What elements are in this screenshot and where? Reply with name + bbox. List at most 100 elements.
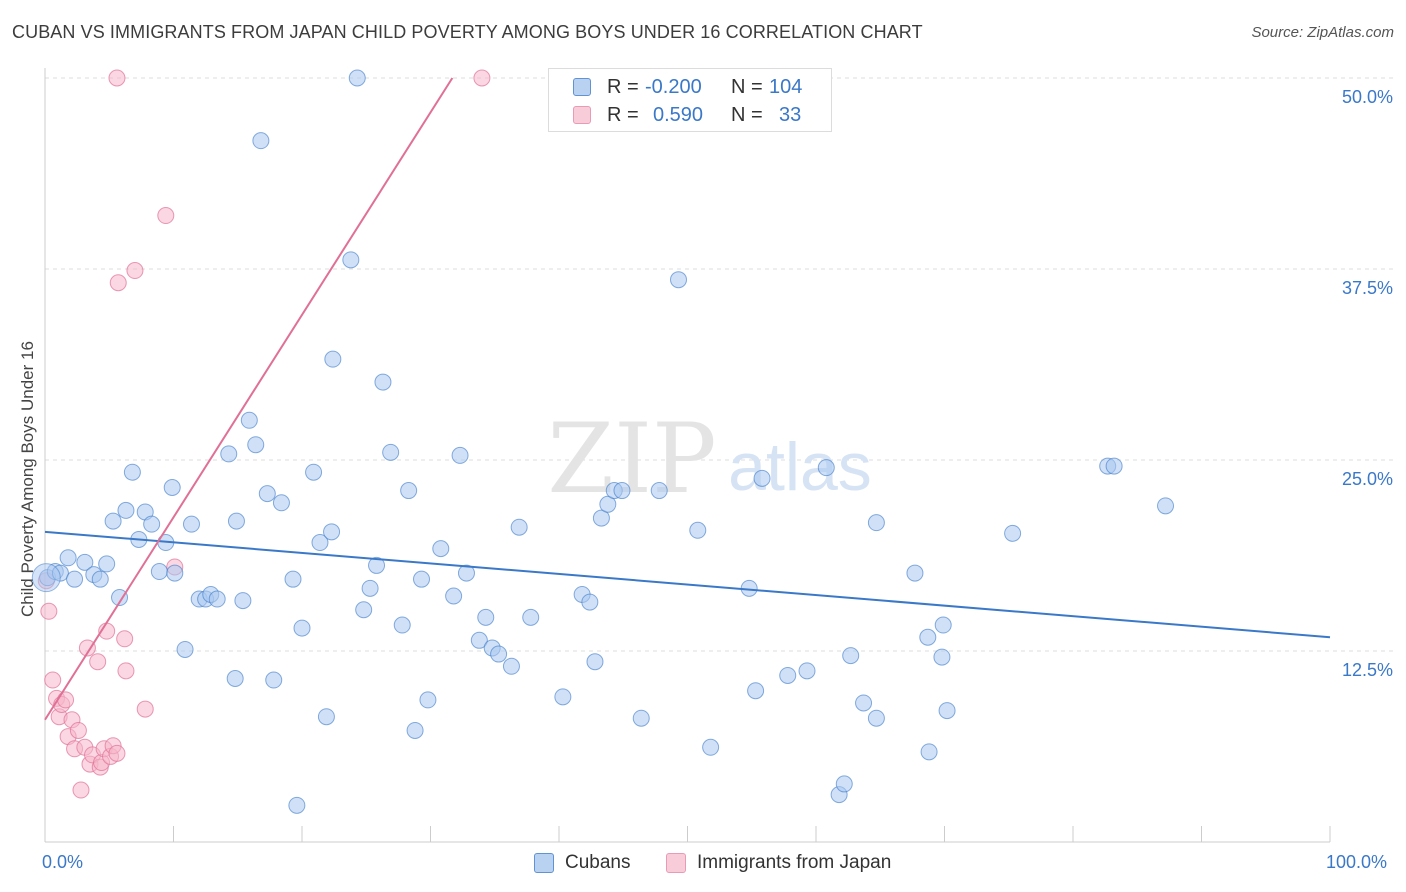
japan-point bbox=[109, 274, 127, 292]
cubans-point bbox=[293, 619, 311, 637]
cubans-point bbox=[490, 645, 508, 663]
cubans-point bbox=[208, 590, 226, 608]
cubans-point bbox=[855, 694, 873, 712]
cubans-point bbox=[1105, 457, 1123, 475]
cubans-point bbox=[91, 570, 109, 588]
cubans-point bbox=[284, 570, 302, 588]
cubans-point bbox=[451, 446, 469, 464]
cubans-point bbox=[382, 443, 400, 461]
cubans-point bbox=[182, 515, 200, 533]
cubans-point bbox=[311, 534, 329, 552]
cubans-point bbox=[342, 251, 360, 269]
cubans-point bbox=[117, 501, 135, 519]
cubans-point bbox=[842, 647, 860, 665]
x-tick-label-max: 100.0% bbox=[1326, 852, 1388, 872]
cubans-point bbox=[317, 708, 335, 726]
watermark-zip: ZIP bbox=[547, 403, 716, 515]
cubans-point bbox=[288, 796, 306, 814]
cubans-point bbox=[457, 564, 475, 582]
japan-point bbox=[72, 781, 90, 799]
cubans-point bbox=[258, 485, 276, 503]
bottom-legend-cubans: Cubans bbox=[565, 852, 631, 873]
cubans-point bbox=[522, 608, 540, 626]
japan-point bbox=[473, 69, 491, 87]
bottom-legend-swatch-cubans bbox=[534, 853, 554, 873]
cubans-point bbox=[66, 570, 84, 588]
cubans-point bbox=[324, 350, 342, 368]
cubans-trend-line bbox=[44, 530, 1331, 639]
legend: R = -0.200 N = 104 R = 0.590 N = 33 bbox=[548, 68, 832, 132]
cubans-point bbox=[272, 494, 290, 512]
cubans-point bbox=[779, 666, 797, 684]
cubans-point bbox=[938, 702, 956, 720]
cubans-point bbox=[650, 482, 668, 500]
source-label: Source: ZipAtlas.com bbox=[1251, 24, 1394, 41]
cubans-point bbox=[59, 549, 77, 567]
cubans-point bbox=[445, 587, 463, 605]
y-tick-labels: 12.5% 25.0% 37.5% 50.0% bbox=[1342, 87, 1393, 680]
cubans-point bbox=[510, 518, 528, 536]
cubans-points bbox=[31, 69, 1175, 814]
cubans-point bbox=[920, 743, 938, 761]
cubans-point bbox=[400, 482, 418, 500]
cubans-point bbox=[361, 579, 379, 597]
japan-point bbox=[136, 700, 154, 718]
cubans-point bbox=[348, 69, 366, 87]
y-tick-label: 50.0% bbox=[1342, 87, 1393, 107]
japan-point bbox=[116, 630, 134, 648]
cubans-point bbox=[111, 589, 129, 607]
bottom-legend-japan: Immigrants from Japan bbox=[697, 852, 892, 873]
japan-point bbox=[157, 207, 175, 225]
cubans-point bbox=[817, 459, 835, 477]
cubans-point bbox=[98, 555, 116, 573]
x-tick-label-min: 0.0% bbox=[42, 852, 84, 872]
cubans-point bbox=[166, 564, 184, 582]
legend-r-label: R = bbox=[607, 76, 639, 98]
cubans-point bbox=[406, 721, 424, 739]
japan-point bbox=[108, 69, 126, 87]
cubans-point bbox=[247, 436, 265, 454]
cubans-point bbox=[413, 570, 431, 588]
cubans-point bbox=[76, 553, 94, 571]
y-tick-label: 12.5% bbox=[1342, 660, 1393, 680]
cubans-point bbox=[919, 628, 937, 646]
japan-point bbox=[69, 721, 87, 739]
cubans-point bbox=[670, 271, 688, 289]
cubans-point bbox=[933, 648, 951, 666]
cubans-point bbox=[477, 608, 495, 626]
cubans-point bbox=[502, 657, 520, 675]
axes bbox=[44, 68, 1331, 843]
chart-title: CUBAN VS IMMIGRANTS FROM JAPAN CHILD POV… bbox=[12, 22, 923, 42]
legend-n-label: N = bbox=[731, 104, 763, 126]
cubans-point bbox=[798, 662, 816, 680]
cubans-point bbox=[226, 670, 244, 688]
cubans-point bbox=[150, 563, 168, 581]
cubans-point bbox=[632, 709, 650, 727]
cubans-point bbox=[368, 556, 386, 574]
cubans-point bbox=[265, 671, 283, 689]
cubans-point bbox=[1004, 524, 1022, 542]
japan-trend-line bbox=[44, 77, 454, 721]
cubans-point bbox=[470, 631, 488, 649]
japan-point bbox=[108, 744, 126, 762]
japan-point bbox=[40, 602, 58, 620]
cubans-point bbox=[554, 688, 572, 706]
cubans-point bbox=[934, 616, 952, 634]
cubans-point bbox=[613, 482, 631, 500]
cubans-point bbox=[220, 445, 238, 463]
cubans-cluster-point bbox=[31, 563, 61, 593]
japan-point bbox=[126, 262, 144, 280]
cubans-point bbox=[867, 514, 885, 532]
watermark: ZIP atlas bbox=[547, 403, 871, 515]
cubans-point bbox=[305, 463, 323, 481]
legend-swatch-japan bbox=[573, 106, 591, 124]
cubans-point bbox=[753, 469, 771, 487]
cubans-point bbox=[747, 682, 765, 700]
legend-r-label: R = bbox=[607, 104, 639, 126]
cubans-point bbox=[581, 593, 599, 611]
japan-point bbox=[117, 662, 135, 680]
cubans-point bbox=[227, 512, 245, 530]
cubans-point bbox=[143, 515, 161, 533]
cubans-point bbox=[252, 132, 270, 150]
